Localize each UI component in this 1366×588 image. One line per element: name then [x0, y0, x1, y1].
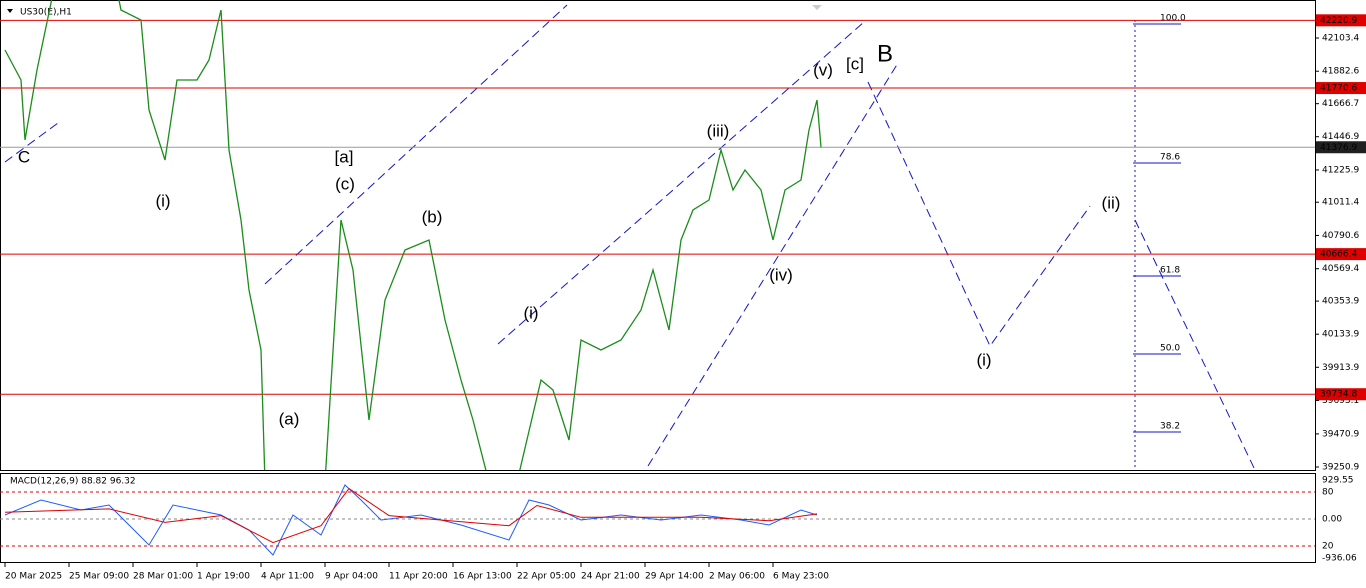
wave-label: (a) — [279, 409, 300, 428]
y-tick-label: 42103.4 — [1322, 33, 1359, 43]
y-tick-label: 41882.6 — [1322, 67, 1359, 77]
macd-label: MACD(12,26,9) 88.82 96.32 — [10, 477, 136, 487]
wave-label: (i) — [155, 191, 170, 210]
fib-label: 61.8 — [1160, 266, 1180, 276]
y-tick-label: 40353.9 — [1322, 297, 1359, 307]
y-tick-label: 41446.9 — [1322, 132, 1359, 142]
level-tag — [1316, 248, 1366, 261]
wave-label: C — [18, 147, 30, 166]
macd-line — [4, 484, 818, 556]
y-tick-label: 39693.1 — [1322, 396, 1359, 406]
y-tick-label: 41225.9 — [1322, 165, 1359, 175]
x-tick-label: 6 May 23:00 — [773, 572, 829, 582]
wave-label: (iv) — [769, 265, 793, 284]
y-tick-label: 39250.9 — [1322, 462, 1359, 472]
macd-tick-label: 20 — [1322, 541, 1334, 551]
level-label: 41376.9 — [1320, 143, 1357, 153]
y-tick-label: 40790.6 — [1322, 231, 1359, 241]
wave-label: (i) — [976, 350, 991, 369]
fib-label: 78.6 — [1160, 153, 1180, 163]
level-label: 40666.4 — [1320, 250, 1357, 260]
wave-label: [a] — [335, 147, 354, 166]
shift-marker — [812, 5, 822, 10]
macd-range-label: 929.55 — [1322, 476, 1354, 486]
wave-label: (b) — [422, 207, 443, 226]
x-tick-label: 2 May 06:00 — [709, 572, 765, 582]
level-tag — [1316, 14, 1366, 27]
y-tick-label: 41011.4 — [1322, 198, 1359, 208]
level-tag — [1316, 141, 1366, 154]
wave-label: (i) — [523, 303, 538, 322]
macd-tick-label: 0.00 — [1322, 515, 1342, 525]
x-tick-label: 20 Mar 2025 — [5, 572, 62, 582]
x-tick-label: 11 Apr 20:00 — [389, 572, 448, 582]
y-tick-label: 40133.9 — [1322, 330, 1359, 340]
fib-label: 100.0 — [1160, 14, 1186, 24]
wave-label: (ii) — [1102, 193, 1121, 212]
chart-title: US30(E),H1 — [20, 8, 72, 18]
y-tick-label: 39913.9 — [1322, 363, 1359, 373]
x-tick-label: 9 Apr 04:00 — [325, 572, 378, 582]
x-tick-label: 1 Apr 19:00 — [197, 572, 250, 582]
x-tick-label: 25 Mar 09:00 — [69, 572, 129, 582]
macd-tick-label: 80 — [1322, 488, 1334, 498]
x-tick-label: 22 Apr 05:00 — [517, 572, 576, 582]
level-tag — [1316, 388, 1366, 401]
macd-range-label: -936.06 — [1322, 554, 1357, 564]
x-tick-label: 24 Apr 21:00 — [581, 572, 640, 582]
x-tick-label: 28 Mar 01:00 — [133, 572, 193, 582]
price-line — [4, 0, 822, 470]
x-tick-label: 4 Apr 11:00 — [261, 572, 314, 582]
signal-line — [4, 487, 818, 544]
menu-arrow[interactable] — [7, 9, 13, 13]
wave-label: (iii) — [707, 121, 730, 140]
y-tick-label: 39470.9 — [1322, 429, 1359, 439]
level-label: 39734.8 — [1320, 390, 1357, 400]
wave-label: (c) — [335, 174, 355, 193]
level-label: 41770.6 — [1320, 84, 1357, 94]
fib-label: 38.2 — [1160, 422, 1180, 432]
wave-label: [c] — [846, 54, 864, 73]
level-tag — [1316, 82, 1366, 95]
level-label: 42220.9 — [1320, 16, 1357, 26]
fib-label: 50.0 — [1160, 344, 1180, 354]
x-tick-label: 16 Apr 13:00 — [453, 572, 512, 582]
wave-lines — [4, 4, 1256, 470]
wave-label: (v) — [813, 60, 833, 79]
x-tick-label: 29 Apr 14:00 — [645, 572, 704, 582]
y-tick-label: 40569.4 — [1322, 264, 1359, 274]
y-tick-label: 41666.7 — [1322, 99, 1359, 109]
wave-label: B — [877, 40, 893, 67]
